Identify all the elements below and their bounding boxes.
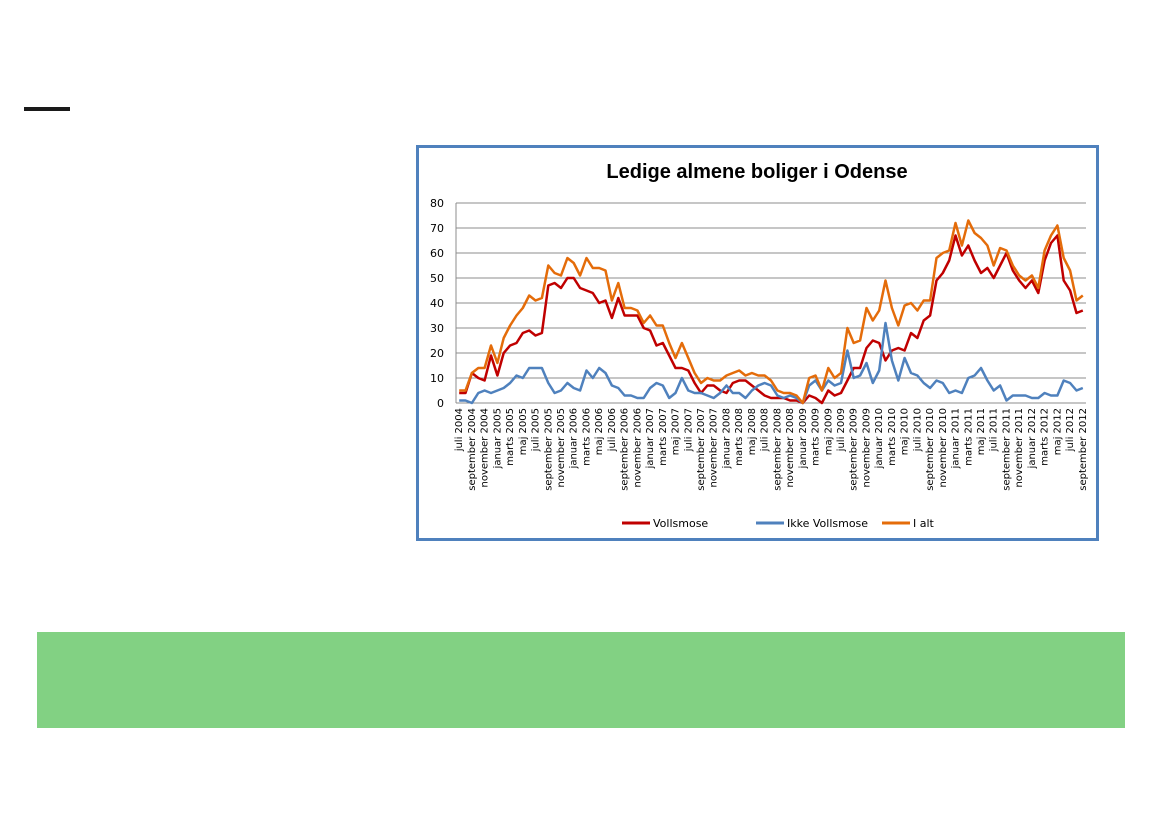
y-tick-label: 0: [437, 397, 444, 410]
x-tick-label: november 2006: [632, 408, 643, 488]
x-tick-label: marts 2009: [811, 408, 822, 466]
x-tick-label: maj 2005: [518, 408, 529, 455]
x-tick-label: juli 2004: [454, 408, 465, 452]
x-tick-label: juli 2008: [760, 408, 771, 452]
title-dash: [24, 107, 70, 111]
x-tick-label: november 2011: [1014, 408, 1025, 488]
x-tick-label: maj 2007: [671, 408, 682, 455]
x-tick-label: januar 2011: [951, 408, 962, 469]
x-tick-label: november 2009: [861, 408, 872, 488]
x-tick-label: januar 2010: [874, 408, 885, 469]
x-tick-label: januar 2005: [492, 408, 503, 469]
series-lines: [459, 219, 1084, 405]
x-tick-label: januar 2009: [798, 408, 809, 469]
x-tick-label: november 2008: [785, 408, 796, 488]
x-tick-label: november 2007: [709, 408, 720, 488]
y-tick-label: 30: [430, 322, 444, 335]
x-tick-label: november 2005: [556, 408, 567, 488]
y-tick-label: 70: [430, 222, 444, 235]
x-tick-label: september 2010: [925, 408, 936, 491]
x-tick-label: maj 2012: [1052, 408, 1063, 455]
x-tick-label: september 2006: [620, 408, 631, 491]
y-axis-ticks: 0 10 20 30 40 50 60 70 80: [430, 197, 444, 410]
y-tick-label: 10: [430, 372, 444, 385]
x-tick-label: marts 2007: [658, 408, 669, 466]
chart-title: Ledige almene boliger i Odense: [606, 161, 907, 183]
x-tick-label: juli 2010: [912, 408, 923, 452]
x-tick-label: maj 2009: [823, 408, 834, 455]
series-line: [459, 321, 1084, 405]
legend-label: Vollsmose: [653, 517, 708, 530]
x-tick-label: januar 2008: [721, 408, 732, 469]
legend-label: I alt: [913, 517, 935, 530]
gridlines: [455, 202, 1086, 404]
x-tick-label: juli 2006: [607, 408, 618, 452]
y-tick-label: 20: [430, 347, 444, 360]
x-tick-label: november 2010: [938, 408, 949, 488]
legend: Vollsmose Ikke Vollsmose I alt: [622, 517, 935, 530]
y-tick-label: 50: [430, 272, 444, 285]
x-tick-label: september 2011: [1001, 408, 1012, 491]
x-tick-label: september 2005: [543, 408, 554, 491]
x-tick-label: marts 2010: [887, 408, 898, 466]
x-tick-label: januar 2007: [645, 408, 656, 469]
x-tick-label: marts 2005: [505, 408, 516, 466]
x-tick-label: juli 2005: [531, 408, 542, 452]
x-tick-label: november 2004: [480, 408, 491, 488]
x-tick-label: januar 2006: [569, 408, 580, 469]
x-tick-label: juli 2009: [836, 408, 847, 452]
series-line: [459, 219, 1084, 405]
x-tick-label: marts 2012: [1040, 408, 1051, 466]
x-tick-label: juli 2011: [989, 408, 1000, 452]
x-tick-label: maj 2011: [976, 408, 987, 455]
x-tick-label: september 2007: [696, 408, 707, 491]
x-tick-label: juli 2012: [1065, 408, 1076, 452]
x-tick-label: september 2004: [467, 408, 478, 491]
x-tick-label: september 2012: [1078, 408, 1089, 491]
x-tick-label: maj 2006: [594, 408, 605, 455]
y-tick-label: 40: [430, 297, 444, 310]
x-tick-label: september 2009: [849, 408, 860, 491]
chart-frame: Ledige almene boliger i Odense 0 10 20 30 40…: [416, 145, 1099, 541]
x-tick-label: marts 2008: [734, 408, 745, 466]
x-tick-label: marts 2011: [963, 408, 974, 466]
series-line: [459, 234, 1084, 405]
footer-band: [37, 632, 1125, 728]
line-chart: Ledige almene boliger i Odense 0 10 20 30 40…: [430, 161, 1089, 530]
x-axis-ticks: juli 2004 september 2004 november 2004 janu…: [454, 408, 1089, 491]
y-tick-label: 80: [430, 197, 444, 210]
y-tick-label: 60: [430, 247, 444, 260]
x-tick-label: januar 2012: [1027, 408, 1038, 469]
x-tick-label: september 2008: [772, 408, 783, 491]
x-tick-label: juli 2007: [683, 408, 694, 452]
x-tick-label: marts 2006: [581, 408, 592, 466]
legend-label: Ikke Vollsmose: [787, 517, 868, 530]
x-tick-label: maj 2010: [900, 408, 911, 455]
x-tick-label: maj 2008: [747, 408, 758, 455]
